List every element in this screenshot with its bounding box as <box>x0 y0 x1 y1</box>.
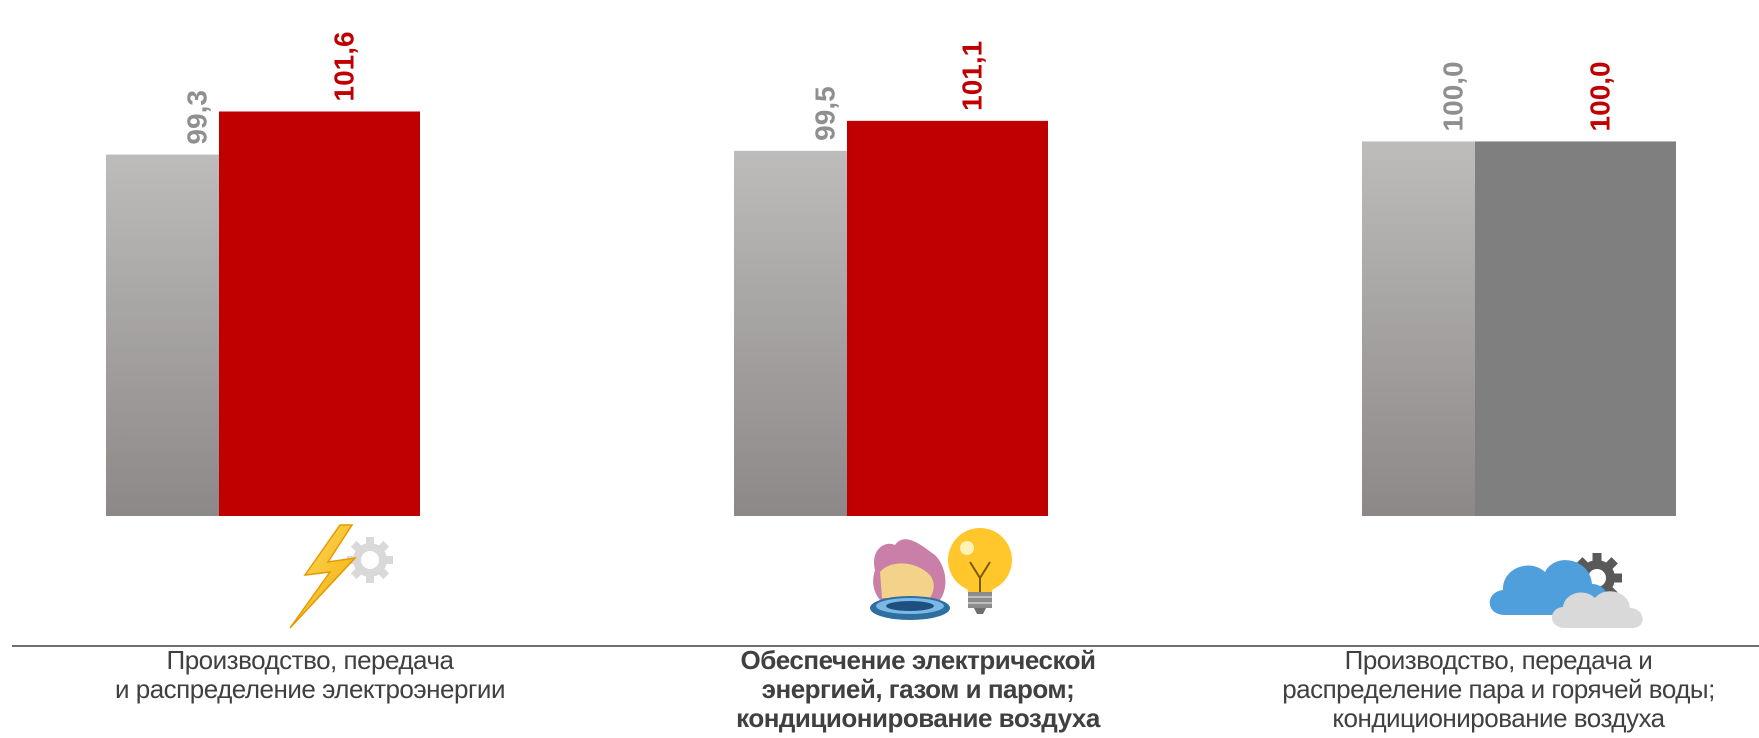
bar-series1-2 <box>734 150 847 516</box>
cloud-gear-icon <box>1489 553 1643 628</box>
bar-series1-1 <box>106 154 219 516</box>
bar-series2-1 <box>219 111 420 516</box>
bar-series2-2 <box>847 120 1048 516</box>
category-label-1: Производство, передача и распределение э… <box>115 645 505 704</box>
value-label-series2-3: 100,0 <box>1585 61 1616 131</box>
value-label-series1-3: 100,0 <box>1437 61 1468 131</box>
bars-group <box>106 111 1676 517</box>
bar-series2-3 <box>1475 141 1676 517</box>
bar-series1-3 <box>1362 141 1475 517</box>
value-label-series1-2: 99,5 <box>809 86 840 141</box>
category-label-3: Производство, передача и распределение п… <box>1282 645 1715 733</box>
lightning-gear-icon <box>289 524 393 629</box>
category-label-2: Обеспечение электрической энергией, газо… <box>736 645 1100 733</box>
value-label-series2-2: 101,1 <box>957 41 988 111</box>
gas-burner-lightbulb-icon <box>870 528 1012 620</box>
value-label-series2-1: 101,6 <box>329 31 360 101</box>
value-label-series1-1: 99,3 <box>181 90 212 145</box>
value-labels-group: 99,3 101,6 99,5 101,1 100,0 100,0 <box>181 31 1615 144</box>
